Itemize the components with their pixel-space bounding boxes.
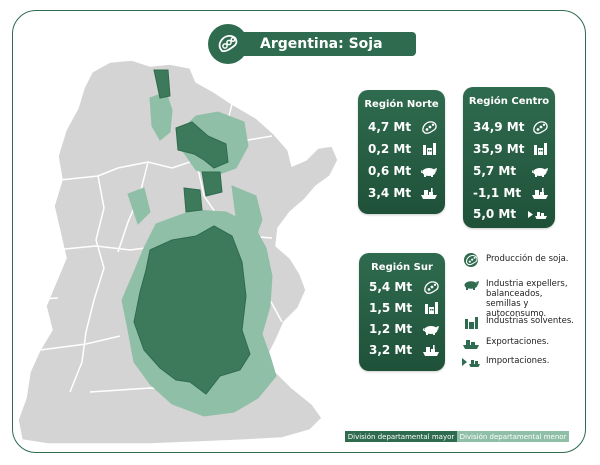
soybean-icon — [208, 24, 248, 64]
legend-item-expellers: Industria expellers, balanceados, semill… — [462, 279, 574, 319]
norte-row-expellers: 0,6 Mt — [368, 162, 437, 180]
sur-production-value: 5,4 Mt — [369, 280, 413, 294]
sur-expellers-value: 1,2 Mt — [369, 322, 413, 336]
legend-label-exports: Exportaciones. — [486, 337, 550, 347]
legend-item-production: Producción de soja. — [462, 253, 569, 267]
solvent-industry-icon — [531, 142, 549, 156]
pig-icon — [462, 279, 480, 291]
norte-expellers-value: 0,6 Mt — [368, 164, 412, 178]
centro-production-value: 34,9 Mt — [473, 120, 525, 134]
legend-item-imports: Importaciones. — [462, 356, 549, 368]
region-sur-card: Región Sur 5,4 Mt 1,5 Mt 1,2 Mt 3,2 Mt — [359, 253, 445, 371]
centro-imports-value: 5,0 Mt — [473, 207, 517, 221]
centro-row-expellers: 5,7 Mt — [473, 162, 548, 180]
sur-row-exports: 3,2 Mt — [369, 341, 439, 359]
import-icon — [527, 207, 549, 221]
solvent-industry-icon — [462, 316, 480, 329]
pig-icon — [531, 164, 549, 178]
division-mayor-area — [133, 69, 251, 395]
centro-row-production: 34,9 Mt — [473, 118, 548, 136]
norte-exports-value: 3,4 Mt — [368, 186, 412, 200]
centro-exports-value: -1,1 Mt — [473, 186, 522, 200]
centro-row-exports: -1,1 Mt — [473, 184, 548, 202]
norte-row-production: 4,7 Mt — [368, 118, 437, 136]
region-norte-card: Región Norte 4,7 Mt 0,2 Mt 0,6 Mt 3,4 Mt — [358, 90, 445, 214]
soybean-icon — [422, 280, 440, 294]
legend-item-solvent: Industrias solventes. — [462, 316, 574, 329]
page-title: Argentina: Soja — [238, 32, 416, 56]
pig-icon — [422, 322, 440, 336]
solvent-industry-icon — [420, 142, 438, 156]
sur-row-solvent: 1,5 Mt — [369, 299, 438, 317]
legend-item-exports: Exportaciones. — [462, 337, 549, 349]
norte-solvent-value: 0,2 Mt — [368, 142, 412, 156]
legend-label-solvent: Industrias solventes. — [486, 316, 574, 326]
region-centro-title: Región Centro — [468, 96, 550, 107]
norte-row-exports: 3,4 Mt — [368, 184, 437, 202]
sur-solvent-value: 1,5 Mt — [369, 301, 413, 315]
pig-icon — [420, 164, 438, 178]
sur-row-expellers: 1,2 Mt — [369, 320, 439, 338]
sur-row-production: 5,4 Mt — [369, 278, 439, 296]
soybean-icon — [531, 120, 549, 134]
solvent-industry-icon — [422, 301, 440, 315]
region-sur-title: Región Sur — [371, 262, 433, 273]
centro-expellers-value: 5,7 Mt — [473, 164, 517, 178]
soybean-icon — [462, 253, 480, 267]
legend-label-imports: Importaciones. — [486, 356, 550, 366]
ship-icon — [531, 186, 549, 200]
centro-solvent-value: 35,9 Mt — [473, 142, 525, 156]
soybean-icon — [420, 120, 438, 134]
region-norte-title: Región Norte — [364, 99, 439, 110]
sur-exports-value: 3,2 Mt — [369, 343, 413, 357]
legend-label-production: Producción de soja. — [486, 254, 569, 264]
ship-icon — [462, 337, 480, 349]
ship-icon — [422, 343, 440, 357]
import-icon — [462, 356, 480, 368]
centro-row-solvent: 35,9 Mt — [473, 140, 547, 158]
norte-row-solvent: 0,2 Mt — [368, 140, 436, 158]
card-frame — [12, 10, 586, 453]
region-centro-card: Región Centro 34,9 Mt 35,9 Mt 5,7 Mt -1,… — [463, 87, 555, 228]
ship-icon — [420, 186, 438, 200]
legend-label-expellers: Industria expellers, balanceados, semill… — [486, 279, 568, 319]
division-mayor-label: División departamental mayor — [345, 431, 457, 442]
centro-row-imports: 5,0 Mt — [473, 205, 547, 223]
division-menor-label: División departamental menor — [457, 431, 569, 442]
norte-production-value: 4,7 Mt — [368, 120, 412, 134]
